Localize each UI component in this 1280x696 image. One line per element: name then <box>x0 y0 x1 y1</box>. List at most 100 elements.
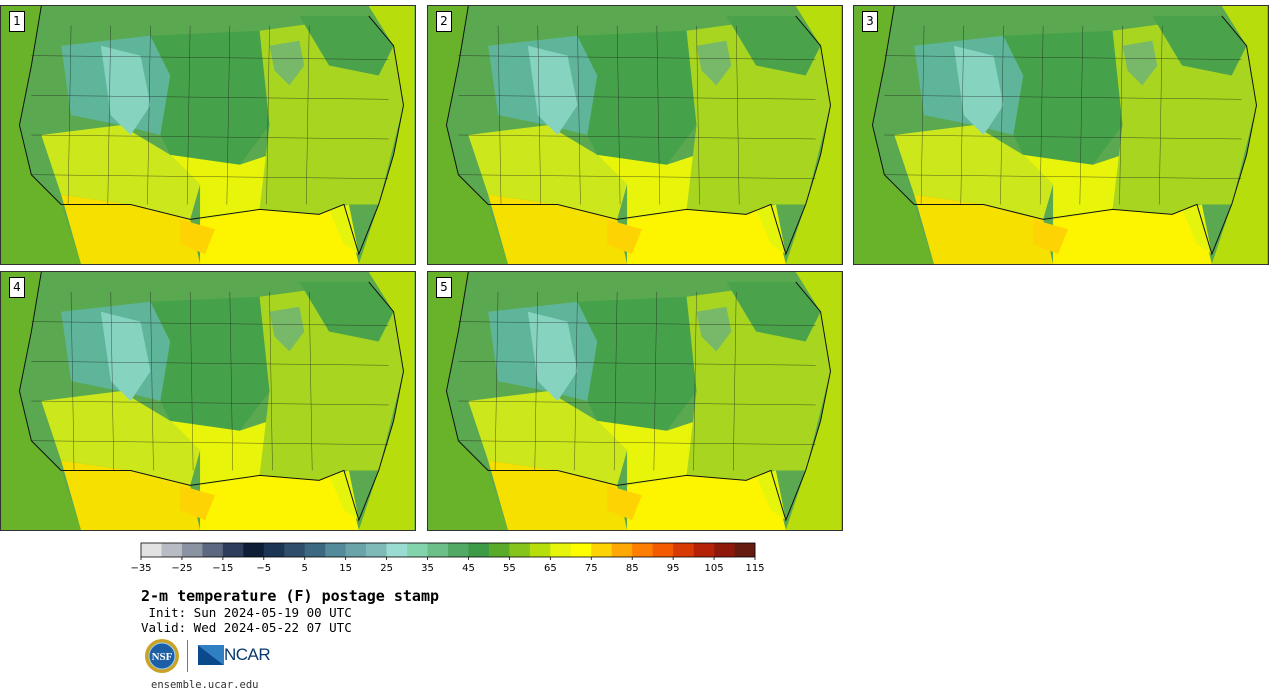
map-region-south-plains <box>597 154 697 220</box>
colorbar-tick-label: 5 <box>302 563 308 574</box>
temperature-colorbar: −35 −25 −15 −5 5 15 25 35 45 55 65 75 85 95 105 115 <box>130 542 765 574</box>
map-region-ocean-west <box>428 272 508 530</box>
colorbar-swatch <box>304 543 326 557</box>
map-region-southwest <box>41 125 201 220</box>
state-boundaries <box>458 291 816 471</box>
map-panel-1: 1 <box>0 5 416 265</box>
map-region-mexico-hot <box>914 194 1054 264</box>
colorbar-swatch <box>202 543 224 557</box>
colorbar-frame <box>140 542 756 558</box>
colorbar-swatch <box>284 543 306 557</box>
map-region-texas-hot <box>1033 219 1068 255</box>
map-region-plains <box>150 30 270 165</box>
figure-title: 2-m temperature (F) postage stamp <box>141 587 440 605</box>
state-boundaries <box>31 25 389 205</box>
map-region-mexico-hot <box>488 194 628 264</box>
map-region-texas-hot <box>180 219 215 255</box>
map-region-florida <box>756 470 786 521</box>
temperature-map <box>428 272 842 530</box>
nsf-logo-text: NSF <box>152 651 173 663</box>
colorbar-tick-label: −5 <box>256 563 271 574</box>
colorbar-swatch <box>591 543 613 557</box>
map-region-rockies-cold <box>527 45 578 135</box>
map-region-ocean-west <box>1 272 81 530</box>
nsf-logo: NSF <box>145 639 179 673</box>
title-block: 2-m temperature (F) postage stamp Init: … <box>141 587 439 635</box>
colorbar-tick-label: 45 <box>462 563 475 574</box>
colorbar-tick-label: 25 <box>380 563 393 574</box>
map-region-plains <box>1003 30 1123 165</box>
map-region-plains <box>577 296 697 431</box>
colorbar-tick-label: 95 <box>667 563 680 574</box>
colorbar-swatch <box>714 543 735 557</box>
colorbar-tick-label: 105 <box>705 563 724 574</box>
temperature-map <box>1 272 415 530</box>
map-panel-4: 4 <box>0 271 416 531</box>
colorbar-swatch <box>141 543 162 557</box>
colorbar-swatch <box>243 543 265 557</box>
temperature-map <box>1 6 415 264</box>
colorbar-swatch <box>734 543 756 557</box>
map-region-florida <box>329 470 359 521</box>
colorbar-swatch <box>407 543 428 557</box>
colorbar-tick-label: 115 <box>745 563 764 574</box>
map-region-south-plains <box>170 154 270 220</box>
map-region-texas-hot <box>607 219 642 255</box>
init-time: Init: Sun 2024-05-19 00 UTC <box>141 605 352 620</box>
map-region-mexico-hot <box>61 460 201 530</box>
map-region-mexico-hot <box>488 460 628 530</box>
map-region-northeast <box>299 281 394 342</box>
state-boundaries <box>458 25 816 205</box>
sponsor-logos: NSF NCAR <box>144 638 274 674</box>
map-region-gulf <box>627 470 786 530</box>
colorbar-swatch <box>488 543 510 557</box>
map-region-ocean-east <box>785 272 842 530</box>
map-region-northeast <box>299 15 394 76</box>
colorbar-tick-label: −35 <box>130 563 151 574</box>
panel-number-label: 2 <box>436 11 452 32</box>
panel-number-label: 3 <box>862 11 878 32</box>
map-region-rockies-cold <box>953 45 1004 135</box>
colorbar-tick-label: 75 <box>585 563 598 574</box>
map-region-florida <box>329 204 359 255</box>
colorbar-swatch <box>693 543 715 557</box>
map-region-mexico-hot <box>61 194 201 264</box>
coastline <box>445 272 831 522</box>
colorbar-swatch <box>509 543 531 557</box>
ncar-logo-text: NCAR <box>224 645 271 664</box>
colorbar-swatch <box>345 543 367 557</box>
colorbar-swatch <box>570 543 592 557</box>
colorbar-tick-label: 15 <box>339 563 352 574</box>
colorbar-swatch <box>181 543 203 557</box>
map-region-southwest <box>468 125 628 220</box>
map-region-ocean-east <box>358 272 415 530</box>
map-region-ocean-east <box>358 6 415 264</box>
map-region-gulf <box>200 204 359 264</box>
colorbar-swatch <box>325 543 346 557</box>
panel-number-label: 1 <box>9 11 25 32</box>
state-boundaries <box>31 291 389 471</box>
colorbar-tick-label: −25 <box>171 563 192 574</box>
map-region-northeast <box>726 281 821 342</box>
map-region-great-lakes <box>1122 40 1158 86</box>
colorbar-tick-label: 85 <box>626 563 639 574</box>
map-region-northeast <box>726 15 821 76</box>
map-region-ocean-west <box>428 6 508 264</box>
map-region-plains <box>150 296 270 431</box>
colorbar-swatch <box>550 543 572 557</box>
map-region-northeast <box>1152 15 1247 76</box>
coastline <box>18 6 404 256</box>
map-region-southwest <box>41 391 201 486</box>
map-region-ocean-west <box>1 6 81 264</box>
map-region-south-plains <box>1023 154 1123 220</box>
colorbar-swatch <box>652 543 674 557</box>
map-region-florida <box>756 204 786 255</box>
logo-divider <box>187 640 188 672</box>
ncar-logo-mark <box>198 645 224 665</box>
map-region-southwest <box>468 391 628 486</box>
map-region-southwest <box>894 125 1054 220</box>
map-region-texas-hot <box>607 485 642 521</box>
map-panel-3: 3 <box>853 5 1269 265</box>
map-region-gulf <box>627 204 786 264</box>
state-boundaries <box>884 25 1242 205</box>
